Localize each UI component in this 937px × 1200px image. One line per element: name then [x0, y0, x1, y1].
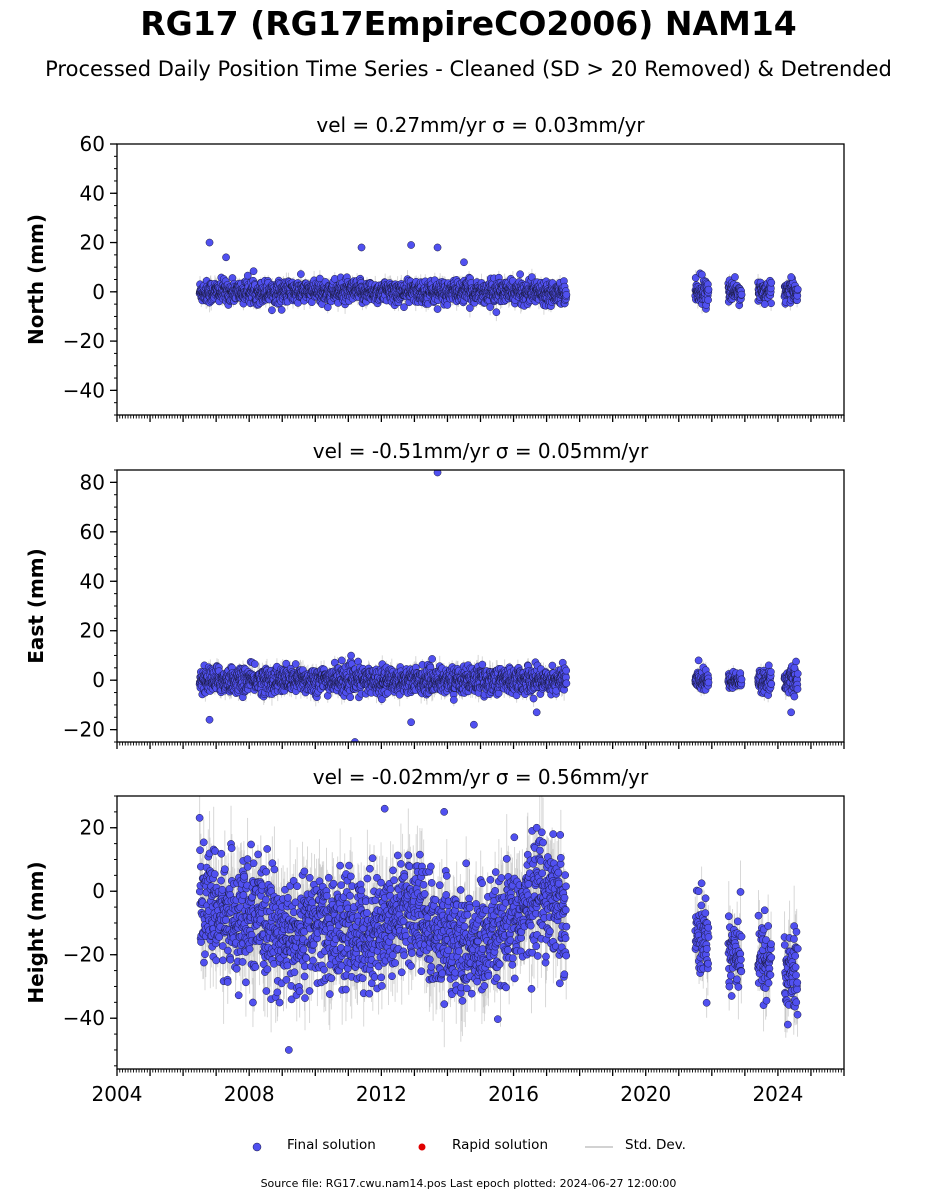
data-point — [433, 305, 442, 313]
data-point — [793, 285, 802, 294]
data-point — [698, 270, 706, 279]
y-tick-label: 20 — [80, 231, 105, 255]
y-tick-label: −20 — [63, 329, 105, 353]
panel-title: vel = 0.27mm/yr σ = 0.03mm/yr — [316, 113, 645, 137]
data-point — [562, 290, 571, 299]
y-axis: −40 −20 0 20 40 60 — [63, 132, 117, 416]
data-point — [516, 270, 524, 279]
y-tick-label: 0 — [92, 280, 105, 304]
data-point — [250, 660, 259, 668]
y-axis-label: North (mm) — [24, 214, 48, 345]
data-point — [767, 299, 775, 308]
final-solution-points — [195, 470, 802, 742]
data-point — [357, 243, 366, 252]
data-point — [704, 285, 713, 294]
y-tick-label: 60 — [80, 132, 105, 156]
data-point — [407, 241, 415, 249]
data-point — [205, 238, 214, 247]
data-point — [222, 253, 230, 262]
final-solution-points — [195, 238, 802, 317]
data-point — [460, 258, 468, 267]
data-point — [291, 660, 300, 668]
data-point — [787, 273, 795, 281]
data-point — [704, 296, 712, 304]
y-tick-label: 40 — [80, 181, 105, 205]
data-point — [767, 278, 776, 287]
x-axis — [116, 415, 845, 422]
data-point — [277, 306, 286, 314]
data-point — [243, 271, 252, 280]
page-subtitle: Processed Daily Position Time Series - C… — [45, 57, 892, 81]
data-point — [760, 300, 769, 308]
data-point — [268, 306, 276, 315]
data-point — [492, 308, 501, 317]
data-point — [297, 270, 305, 278]
panel-north: −40 −20 0 20 40 60 vel = 0.27mm/yr σ = 0.03mm/… — [24, 113, 845, 422]
y-tick-label: −40 — [63, 378, 105, 402]
data-point — [731, 273, 739, 281]
data-point — [433, 243, 442, 252]
data-point — [400, 303, 408, 312]
data-point — [249, 267, 258, 276]
page-title: RG17 (RG17EmpireCO2006) NAM14 — [140, 4, 797, 43]
data-point — [737, 290, 746, 299]
